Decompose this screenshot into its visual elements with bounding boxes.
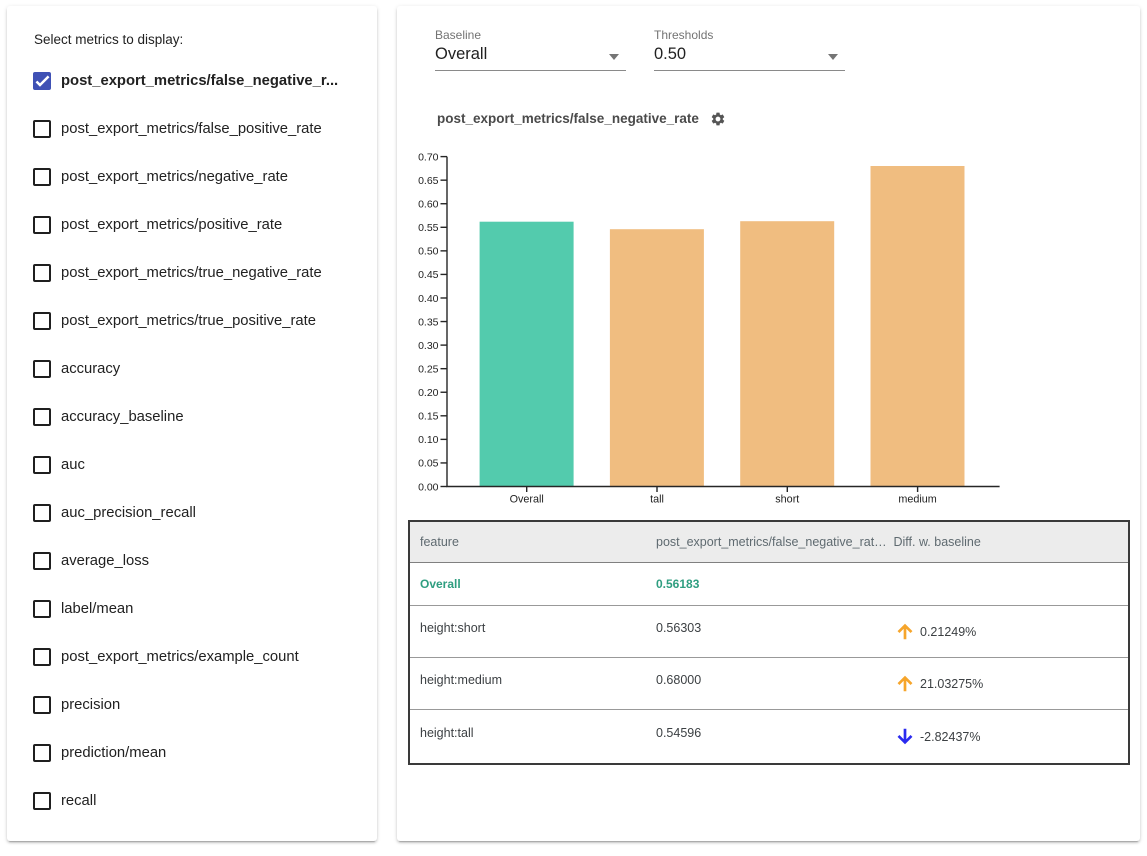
svg-text:0.25: 0.25 (418, 364, 439, 376)
svg-text:0.05: 0.05 (418, 458, 439, 470)
svg-text:Overall: Overall (510, 494, 544, 506)
svg-text:0.15: 0.15 (418, 411, 439, 423)
svg-text:0.55: 0.55 (418, 222, 439, 234)
svg-text:medium: medium (898, 494, 936, 506)
svg-text:0.35: 0.35 (418, 316, 439, 328)
svg-text:0.30: 0.30 (418, 340, 439, 352)
svg-text:short: short (775, 494, 799, 506)
svg-text:tall: tall (650, 494, 664, 506)
svg-text:0.40: 0.40 (418, 293, 439, 305)
svg-text:0.00: 0.00 (418, 481, 439, 493)
svg-text:0.70: 0.70 (418, 151, 439, 163)
svg-text:0.65: 0.65 (418, 175, 439, 187)
svg-text:0.60: 0.60 (418, 199, 439, 211)
svg-text:0.50: 0.50 (418, 246, 439, 258)
svg-text:0.20: 0.20 (418, 387, 439, 399)
svg-text:0.45: 0.45 (418, 269, 439, 281)
svg-text:0.10: 0.10 (418, 434, 439, 446)
